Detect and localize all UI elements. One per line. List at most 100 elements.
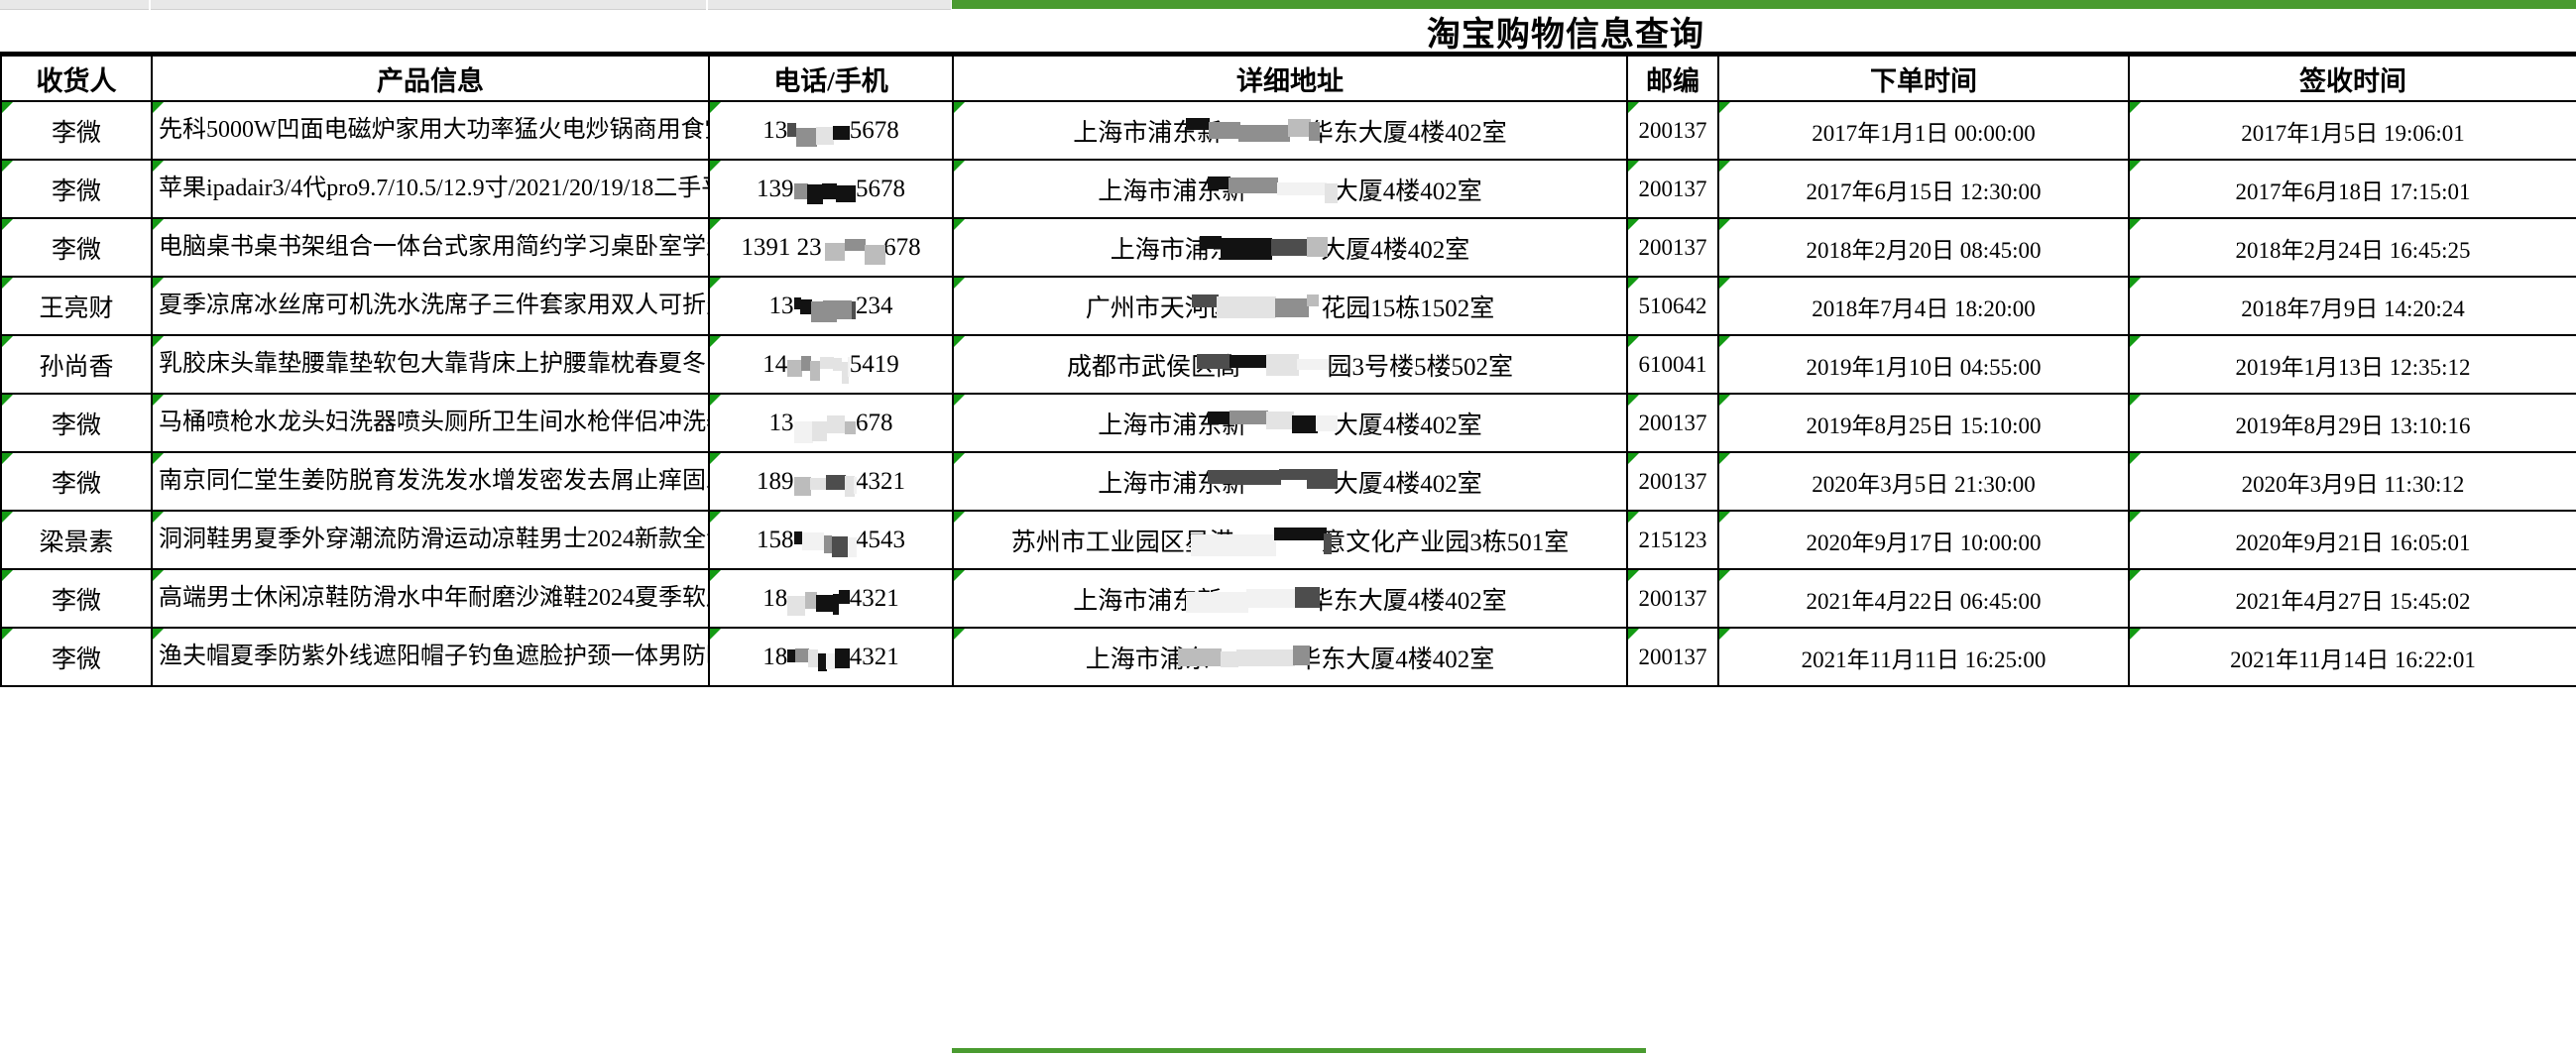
cell-product-info[interactable]: 电脑桌书桌书架组合一体台式家用简约学习桌卧室学生简易写字桌子 bbox=[151, 217, 710, 278]
cell-receive-time[interactable]: 2018年7月9日 14:20:24 bbox=[2128, 276, 2576, 336]
cell-phone-number[interactable]: 189 4321 bbox=[708, 451, 954, 512]
cell-recipient-name[interactable]: 李微 bbox=[0, 627, 153, 687]
cell-order-time[interactable]: 2021年4月22日 06:45:00 bbox=[1717, 568, 2130, 629]
cell-recipient-name[interactable]: 李微 bbox=[0, 568, 153, 629]
cell-detailed-address[interactable]: 苏州市工业园区星港 意文化产业园3栋501室 bbox=[952, 510, 1628, 570]
column-header-address[interactable]: 详细地址 bbox=[952, 55, 1628, 102]
cell-comment-marker-icon bbox=[711, 337, 721, 347]
cell-detailed-address[interactable]: 上海市浦东新 华东大厦4楼402室 bbox=[952, 568, 1628, 629]
cell-postal-code[interactable]: 215123 bbox=[1626, 510, 1719, 570]
cell-detailed-address[interactable]: 成都市武侯区高 园3号楼5楼502室 bbox=[952, 334, 1628, 395]
redacted-value-text: 上海市浦东新 华东大厦4楼402室 bbox=[1073, 587, 1507, 615]
cell-order-time[interactable]: 2021年11月11日 16:25:00 bbox=[1717, 627, 2130, 687]
redacted-value-text: 广州市天河区 花园15栋1502室 bbox=[1085, 294, 1495, 322]
cell-comment-marker-icon bbox=[154, 571, 164, 581]
cell-phone-number[interactable]: 1391 23 678 bbox=[708, 217, 954, 278]
cell-product-info[interactable]: 渔夫帽夏季防紫外线遮阳帽子钓鱼遮脸护颈一体男防晒帽大檐太阳帽 bbox=[151, 627, 710, 687]
cell-order-time[interactable]: 2019年8月25日 15:10:00 bbox=[1717, 393, 2130, 453]
cell-order-time[interactable]: 2020年9月17日 10:00:00 bbox=[1717, 510, 2130, 570]
cell-postal-code[interactable]: 200137 bbox=[1626, 451, 1719, 512]
redacted-value: 上海市浦东新 大厦4楼402室 bbox=[1098, 406, 1482, 441]
cell-recipient-name[interactable]: 梁景素 bbox=[0, 510, 153, 570]
table-row: 李微渔夫帽夏季防紫外线遮阳帽子钓鱼遮脸护颈一体男防晒帽大檐太阳帽 18 4321 上… bbox=[0, 627, 2576, 687]
cell-postal-code[interactable]: 200137 bbox=[1626, 159, 1719, 219]
cell-comment-marker-icon bbox=[1720, 162, 1730, 172]
table-row: 王亮财夏季凉席冰丝席可机洗水洗席子三件套家用双人可折叠床笠软席 13 234 广州市… bbox=[0, 276, 2576, 336]
table-row: 梁景素洞洞鞋男夏季外穿潮流防滑运动凉鞋男士2024新款全包户外沙滩凉拖 158 4… bbox=[0, 510, 2576, 570]
column-header-receive-time[interactable]: 签收时间 bbox=[2128, 55, 2576, 102]
cell-product-info[interactable]: 夏季凉席冰丝席可机洗水洗席子三件套家用双人可折叠床笠软席 bbox=[151, 276, 710, 336]
cell-recipient-name[interactable]: 王亮财 bbox=[0, 276, 153, 336]
cell-receive-time[interactable]: 2021年11月14日 16:22:01 bbox=[2128, 627, 2576, 687]
cell-phone-number[interactable]: 13 678 bbox=[708, 393, 954, 453]
redacted-value-text: 14 5419 bbox=[762, 350, 899, 378]
cell-phone-number[interactable]: 13 5678 bbox=[708, 100, 954, 161]
table-row: 孙尚香乳胶床头靠垫腰靠垫软包大靠背床上护腰靠枕春夏冬四季冬暖夏凉 14 5419 成… bbox=[0, 334, 2576, 395]
cell-detailed-address[interactable]: 上海市浦东新 大厦4楼402室 bbox=[952, 451, 1628, 512]
cell-recipient-name[interactable]: 李微 bbox=[0, 159, 153, 219]
cell-receive-time[interactable]: 2020年3月9日 11:30:12 bbox=[2128, 451, 2576, 512]
cell-receive-time[interactable]: 2017年1月5日 19:06:01 bbox=[2128, 100, 2576, 161]
cell-receive-time[interactable]: 2019年1月13日 12:35:12 bbox=[2128, 334, 2576, 395]
cell-receive-time[interactable]: 2020年9月21日 16:05:01 bbox=[2128, 510, 2576, 570]
cell-receive-time[interactable]: 2017年6月18日 17:15:01 bbox=[2128, 159, 2576, 219]
cell-order-time[interactable]: 2017年6月15日 12:30:00 bbox=[1717, 159, 2130, 219]
cell-phone-number[interactable]: 18 4321 bbox=[708, 568, 954, 629]
cell-phone-number[interactable]: 158 4543 bbox=[708, 510, 954, 570]
cell-postal-code[interactable]: 200137 bbox=[1626, 627, 1719, 687]
cell-postal-code[interactable]: 510642 bbox=[1626, 276, 1719, 336]
redacted-value: 14 5419 bbox=[762, 350, 899, 384]
cell-product-info[interactable]: 马桶喷枪水龙头妇洗器喷头厕所卫生间水枪伴侣冲洗器家用高压增压 bbox=[151, 393, 710, 453]
cell-phone-number[interactable]: 139 5678 bbox=[708, 159, 954, 219]
cell-order-time[interactable]: 2018年7月4日 18:20:00 bbox=[1717, 276, 2130, 336]
cell-product-info[interactable]: 洞洞鞋男夏季外穿潮流防滑运动凉鞋男士2024新款全包户外沙滩凉拖 bbox=[151, 510, 710, 570]
column-header-order-time[interactable]: 下单时间 bbox=[1717, 55, 2130, 102]
cell-postal-code[interactable]: 200137 bbox=[1626, 100, 1719, 161]
cell-comment-marker-icon bbox=[154, 396, 164, 406]
cell-detailed-address[interactable]: 上海市浦东 大厦4楼402室 bbox=[952, 217, 1628, 278]
cell-comment-marker-icon bbox=[154, 279, 164, 289]
column-header-phone[interactable]: 电话/手机 bbox=[708, 55, 954, 102]
column-header-zip[interactable]: 邮编 bbox=[1626, 55, 1719, 102]
redacted-value: 上海市浦东 大厦4楼402室 bbox=[1111, 230, 1469, 266]
cell-recipient-name[interactable]: 李微 bbox=[0, 100, 153, 161]
cell-receive-time[interactable]: 2018年2月24日 16:45:25 bbox=[2128, 217, 2576, 278]
cell-order-time[interactable]: 2017年1月1日 00:00:00 bbox=[1717, 100, 2130, 161]
cell-comment-marker-icon bbox=[1629, 396, 1639, 406]
redacted-value: 上海市浦东 华东大厦4楼402室 bbox=[1086, 640, 1494, 675]
cell-recipient-name[interactable]: 李微 bbox=[0, 451, 153, 512]
table-row: 李微南京同仁堂生姜防脱育发洗发水增发密发去屑止痒固发控油洗发水 189 4321 上… bbox=[0, 451, 2576, 512]
cell-product-info[interactable]: 先科5000W凹面电磁炉家用大功率猛火电炒锅商用食堂火锅防水定时 bbox=[151, 100, 710, 161]
cell-product-info[interactable]: 苹果ipadair3/4代pro9.7/10.5/12.9寸/2021/20/1… bbox=[151, 159, 710, 219]
cell-product-info[interactable]: 南京同仁堂生姜防脱育发洗发水增发密发去屑止痒固发控油洗发水 bbox=[151, 451, 710, 512]
cell-recipient-name[interactable]: 李微 bbox=[0, 393, 153, 453]
cell-comment-marker-icon bbox=[1720, 220, 1730, 230]
cell-postal-code[interactable]: 200137 bbox=[1626, 217, 1719, 278]
cell-detailed-address[interactable]: 上海市浦东 华东大厦4楼402室 bbox=[952, 627, 1628, 687]
cell-order-time[interactable]: 2019年1月10日 04:55:00 bbox=[1717, 334, 2130, 395]
cell-phone-number[interactable]: 18 4321 bbox=[708, 627, 954, 687]
column-header-name[interactable]: 收货人 bbox=[0, 55, 153, 102]
page-title-band: 淘宝购物信息查询 bbox=[0, 10, 2576, 55]
cell-postal-code[interactable]: 200137 bbox=[1626, 393, 1719, 453]
cell-phone-number[interactable]: 13 234 bbox=[708, 276, 954, 336]
cell-product-info[interactable]: 乳胶床头靠垫腰靠垫软包大靠背床上护腰靠枕春夏冬四季冬暖夏凉 bbox=[151, 334, 710, 395]
cell-detailed-address[interactable]: 上海市浦东新 华东大厦4楼402室 bbox=[952, 100, 1628, 161]
cell-receive-time[interactable]: 2021年4月27日 15:45:02 bbox=[2128, 568, 2576, 629]
cell-detailed-address[interactable]: 广州市天河区 花园15栋1502室 bbox=[952, 276, 1628, 336]
cell-phone-number[interactable]: 14 5419 bbox=[708, 334, 954, 395]
cell-comment-marker-icon bbox=[1629, 103, 1639, 113]
cell-order-time[interactable]: 2020年3月5日 21:30:00 bbox=[1717, 451, 2130, 512]
cell-recipient-name[interactable]: 孙尚香 bbox=[0, 334, 153, 395]
cell-postal-code[interactable]: 610041 bbox=[1626, 334, 1719, 395]
cell-detailed-address[interactable]: 上海市浦东新 大厦4楼402室 bbox=[952, 393, 1628, 453]
cell-postal-code[interactable]: 200137 bbox=[1626, 568, 1719, 629]
cell-receive-time[interactable]: 2019年8月29日 13:10:16 bbox=[2128, 393, 2576, 453]
cell-recipient-name[interactable]: 李微 bbox=[0, 217, 153, 278]
cell-comment-marker-icon bbox=[154, 454, 164, 464]
redacted-value-text: 158 4543 bbox=[757, 526, 905, 553]
column-header-product[interactable]: 产品信息 bbox=[151, 55, 710, 102]
cell-product-info[interactable]: 高端男士休闲凉鞋防滑水中年耐磨沙滩鞋2024夏季软皮两用镂空鞋子 bbox=[151, 568, 710, 629]
cell-order-time[interactable]: 2018年2月20日 08:45:00 bbox=[1717, 217, 2130, 278]
cell-detailed-address[interactable]: 上海市浦东新 大厦4楼402室 bbox=[952, 159, 1628, 219]
